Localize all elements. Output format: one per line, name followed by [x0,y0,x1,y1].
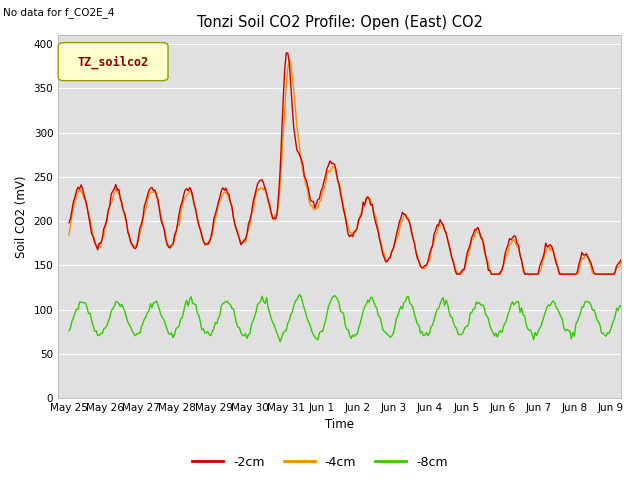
X-axis label: Time: Time [325,419,355,432]
Title: Tonzi Soil CO2 Profile: Open (East) CO2: Tonzi Soil CO2 Profile: Open (East) CO2 [197,15,483,30]
Legend: -2cm, -4cm, -8cm: -2cm, -4cm, -8cm [187,451,453,474]
Text: No data for f_CO2E_4: No data for f_CO2E_4 [3,7,115,18]
Y-axis label: Soil CO2 (mV): Soil CO2 (mV) [15,175,28,258]
FancyBboxPatch shape [58,43,168,81]
Text: TZ_soilco2: TZ_soilco2 [77,55,149,69]
